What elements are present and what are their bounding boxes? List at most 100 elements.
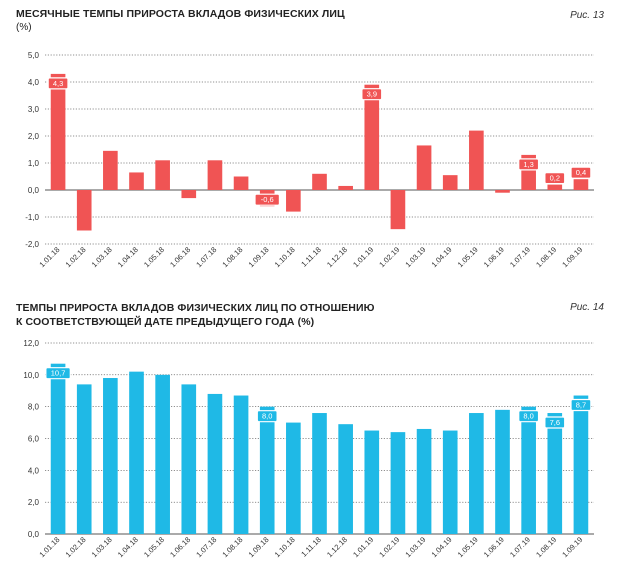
x-tick-label: 1.05.19 xyxy=(456,535,480,559)
x-tick-label: 1.01.18 xyxy=(37,535,61,559)
data-label-box xyxy=(254,193,281,206)
data-label-box xyxy=(544,172,566,185)
data-label-box xyxy=(361,88,383,101)
x-tick-label: 1.01.19 xyxy=(351,245,375,269)
chart-unit: (%) xyxy=(16,22,32,33)
y-tick-label: -2,0 xyxy=(25,240,39,249)
data-label: 0,4 xyxy=(576,168,586,177)
bar xyxy=(469,130,484,190)
x-tick-label: 1.02.18 xyxy=(64,245,88,269)
y-tick-label: 6,0 xyxy=(28,435,40,444)
x-tick-label: 1.07.18 xyxy=(194,535,218,559)
bar xyxy=(442,175,458,190)
x-tick-label: 1.05.18 xyxy=(142,535,166,559)
bar xyxy=(416,428,432,534)
bar-chart-svg: -2,0 -1,0 0,0 1,0 2,0 3,0 4,0 5,0 1.01.18 1.02.18… xyxy=(25,51,594,269)
x-tick-label: 1.01.19 xyxy=(351,535,375,559)
bar xyxy=(76,190,92,231)
bar xyxy=(233,395,249,534)
bar xyxy=(181,190,197,199)
bar xyxy=(416,145,432,190)
x-tick-label: 1.03.19 xyxy=(403,245,427,269)
data-label: 1,3 xyxy=(523,160,533,169)
bar xyxy=(338,424,353,534)
bar xyxy=(259,406,275,534)
y-tick-label: 4,0 xyxy=(28,78,40,87)
x-tick-label: 1.09.18 xyxy=(247,245,271,269)
data-label-box xyxy=(570,166,592,179)
bar xyxy=(312,173,327,190)
bar xyxy=(129,371,144,534)
data-label-box xyxy=(47,77,69,90)
bar xyxy=(390,432,406,534)
bar xyxy=(155,160,170,190)
bar xyxy=(233,176,249,190)
x-tick-label: 1.01.18 xyxy=(37,245,61,269)
x-tick-label: 1.02.19 xyxy=(377,245,401,269)
data-label: 10,7 xyxy=(51,369,66,378)
y-tick-label: 2,0 xyxy=(28,132,40,141)
bar xyxy=(469,413,484,534)
x-tick-label: 1.12.18 xyxy=(325,245,349,269)
bar-chart-svg: 0,02,04,06,08,010,012,01.01.18 1.02.18 1.0… xyxy=(23,339,594,559)
x-tick-label: 1.03.19 xyxy=(403,535,427,559)
y-tick-label: 4,0 xyxy=(28,466,40,475)
bar xyxy=(207,160,223,190)
bar xyxy=(286,190,301,212)
figure-number: Рис. 14 xyxy=(570,302,604,313)
data-label: 4,3 xyxy=(53,79,63,88)
y-tick-label: 3,0 xyxy=(28,105,40,114)
bar xyxy=(364,430,380,534)
data-label: -0,6 xyxy=(261,195,274,204)
chart-yearly-growth: ТЕМПЫ ПРИРОСТА ВКЛАДОВ ФИЗИЧЕСКИХ ЛИЦ ПО… xyxy=(0,292,620,579)
x-tick-label: 1.04.18 xyxy=(116,245,140,269)
data-label: 8,7 xyxy=(576,401,586,410)
bar xyxy=(338,185,353,190)
x-tick-label: 1.05.18 xyxy=(142,245,166,269)
data-label: 3,9 xyxy=(367,90,377,99)
x-tick-label: 1.06.18 xyxy=(168,535,192,559)
x-tick-label: 1.04.18 xyxy=(116,535,140,559)
x-tick-label: 1.08.19 xyxy=(534,535,558,559)
y-tick-label: 8,0 xyxy=(28,403,40,412)
x-tick-label: 1.05.19 xyxy=(456,245,480,269)
chart-monthly-growth: МЕСЯЧНЫЕ ТЕМПЫ ПРИРОСТА ВКЛАДОВ ФИЗИЧЕСК… xyxy=(16,8,604,269)
bar xyxy=(129,172,144,190)
data-label: 8,0 xyxy=(523,412,533,421)
bar xyxy=(390,190,406,230)
x-tick-label: 1.07.19 xyxy=(508,245,532,269)
x-tick-label: 1.03.18 xyxy=(90,535,114,559)
x-tick-label: 1.06.18 xyxy=(168,245,192,269)
x-tick-label: 1.10.18 xyxy=(273,535,297,559)
bar xyxy=(573,395,589,534)
y-tick-label: 10,0 xyxy=(23,371,39,380)
y-tick-label: -1,0 xyxy=(25,213,39,222)
data-label: 0,2 xyxy=(550,174,560,183)
x-tick-label: 1.12.18 xyxy=(325,535,349,559)
x-tick-label: 1.08.19 xyxy=(534,245,558,269)
data-label-box xyxy=(518,158,540,171)
bar xyxy=(207,393,223,534)
data-label-box xyxy=(518,410,540,423)
x-tick-label: 1.02.18 xyxy=(64,535,88,559)
bar xyxy=(573,179,589,190)
bar xyxy=(442,430,458,534)
data-label-box xyxy=(544,416,566,429)
bar xyxy=(76,384,92,534)
data-label-box xyxy=(570,398,592,412)
bar xyxy=(286,422,301,534)
bar xyxy=(495,190,510,193)
y-tick-label: 5,0 xyxy=(28,51,40,60)
y-tick-label: 12,0 xyxy=(23,339,39,348)
bar xyxy=(312,413,327,534)
chart-title-line-2: К СООТВЕТСТВУЮЩЕЙ ДАТЕ ПРЕДЫДУЩЕГО ГОДА … xyxy=(16,316,315,328)
x-tick-label: 1.08.18 xyxy=(220,245,244,269)
bar xyxy=(547,413,563,534)
data-label: 7,6 xyxy=(550,418,560,427)
x-tick-label: 1.07.18 xyxy=(194,245,218,269)
bar xyxy=(495,409,510,534)
x-tick-label: 1.06.19 xyxy=(482,535,506,559)
data-label-box xyxy=(256,410,278,423)
x-tick-label: 1.09.18 xyxy=(247,535,271,559)
data-label-box xyxy=(45,367,71,380)
